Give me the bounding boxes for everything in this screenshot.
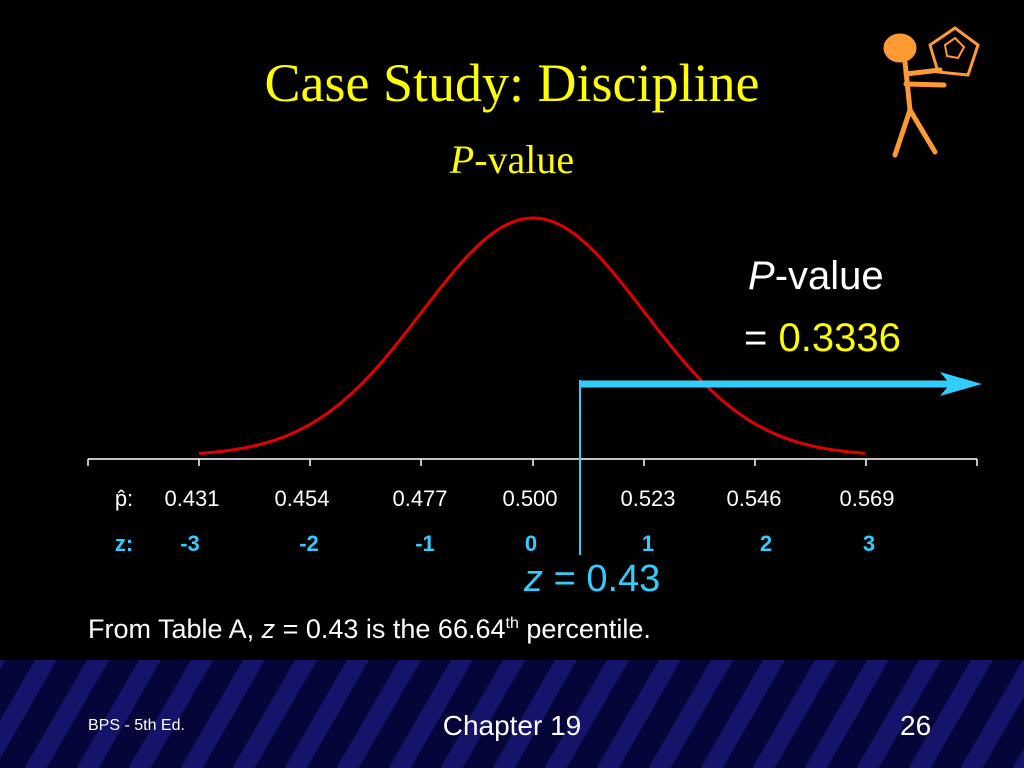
footer-right: 26 [900, 710, 932, 741]
note-pre: From Table A, [88, 614, 262, 644]
note: From Table A, z = 0.43 is the 66.64th pe… [88, 614, 651, 645]
footer-left: BPS - 5th Ed. [88, 717, 185, 734]
pvalue-eq: = [744, 316, 768, 360]
footer-band [0, 660, 1024, 768]
z-italic: z [524, 558, 543, 600]
pvalue-italic: P [748, 254, 775, 298]
note-post: percentile. [518, 614, 651, 644]
z-tick-label: 3 [862, 531, 876, 556]
pvalue-text: -value [774, 254, 884, 298]
subtitle-italic: P [449, 137, 475, 182]
z-tick-label: -1 [415, 531, 435, 556]
z-tick-label: 0 [524, 531, 538, 556]
z-value: 0.43 [586, 558, 661, 600]
z-tick-label: -2 [299, 531, 319, 556]
phat-label: p̂: [114, 486, 134, 511]
title: Case Study: Discipline [264, 53, 760, 113]
pvalue-label: P-value [748, 254, 884, 299]
arrow-head [940, 372, 982, 396]
phat-tick-label: 0.431 [164, 486, 220, 511]
phat-tick-label: 0.477 [392, 486, 448, 511]
note-italic: z [261, 614, 276, 644]
z-eq: = [553, 558, 576, 600]
note-sup: th [505, 615, 519, 632]
z-marker: z = 0.43 [524, 558, 660, 601]
phat-tick-label: 0.569 [839, 486, 895, 511]
pvalue-value: 0.3336 [778, 316, 901, 360]
z-tick-label: 1 [641, 531, 655, 556]
pvalue-result: = 0.3336 [744, 316, 901, 361]
subtitle-text: -value [474, 137, 575, 182]
z-label: z: [114, 531, 134, 556]
footer-center: Chapter 19 [442, 710, 582, 741]
phat-tick-label: 0.523 [620, 486, 676, 511]
axis-ticks [87, 459, 978, 466]
z-tick-label: 2 [759, 531, 773, 556]
figure-icon [883, 26, 980, 158]
subtitle: P-value [0, 136, 1024, 183]
phat-tick-label: 0.500 [502, 486, 558, 511]
normal-curve [198, 216, 866, 455]
phat-tick-label: 0.454 [274, 486, 330, 511]
phat-tick-label: 0.546 [726, 486, 782, 511]
z-tick-label: -3 [180, 531, 200, 556]
note-mid: = 0.43 is the 66.64 [275, 614, 506, 644]
